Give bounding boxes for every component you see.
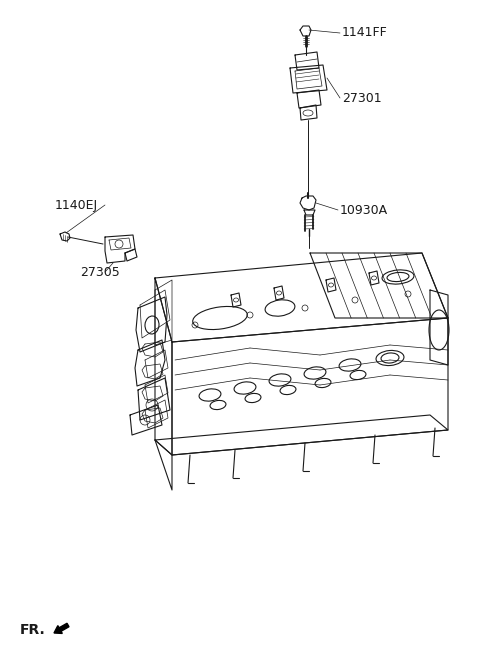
Text: 10930A: 10930A <box>340 203 388 217</box>
Text: 1140EJ: 1140EJ <box>55 199 98 211</box>
Text: 27301: 27301 <box>342 91 382 105</box>
Text: FR.: FR. <box>20 623 46 637</box>
FancyArrow shape <box>54 623 69 633</box>
Text: 1141FF: 1141FF <box>342 26 388 40</box>
Text: 27305: 27305 <box>80 266 120 278</box>
